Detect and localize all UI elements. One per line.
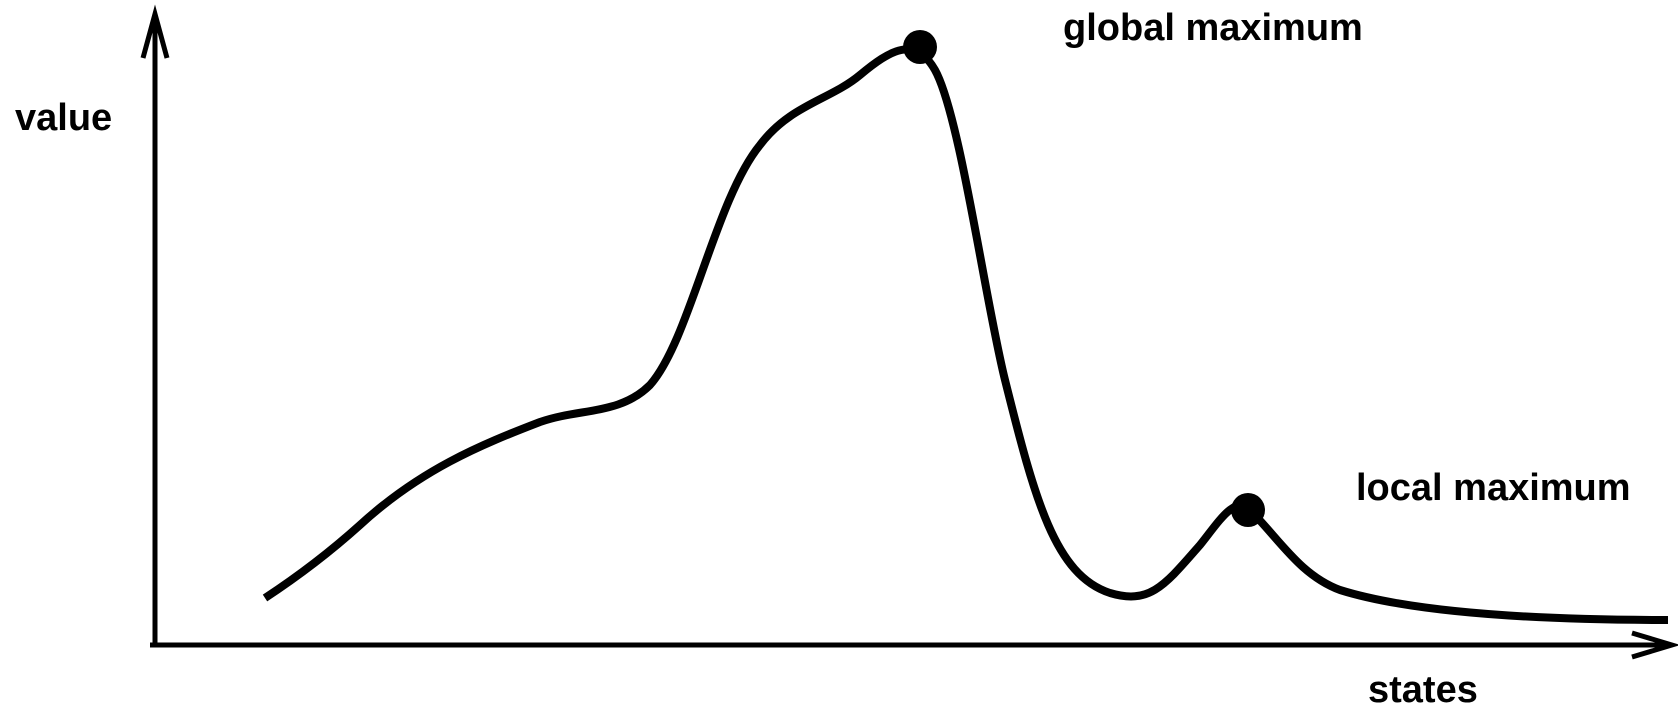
- local-maximum-label: local maximum: [1356, 467, 1631, 509]
- x-axis-arrowhead: [1631, 630, 1678, 660]
- global-maximum-dot: [903, 30, 937, 64]
- y-axis-arrowhead: [140, 4, 170, 59]
- objective-function-curve: [262, 45, 1669, 624]
- global-maximum-label: global maximum: [1063, 7, 1363, 49]
- x-axis-label: states: [1368, 669, 1478, 708]
- y-axis-label: value: [15, 97, 112, 139]
- local-maximum-dot: [1231, 493, 1265, 527]
